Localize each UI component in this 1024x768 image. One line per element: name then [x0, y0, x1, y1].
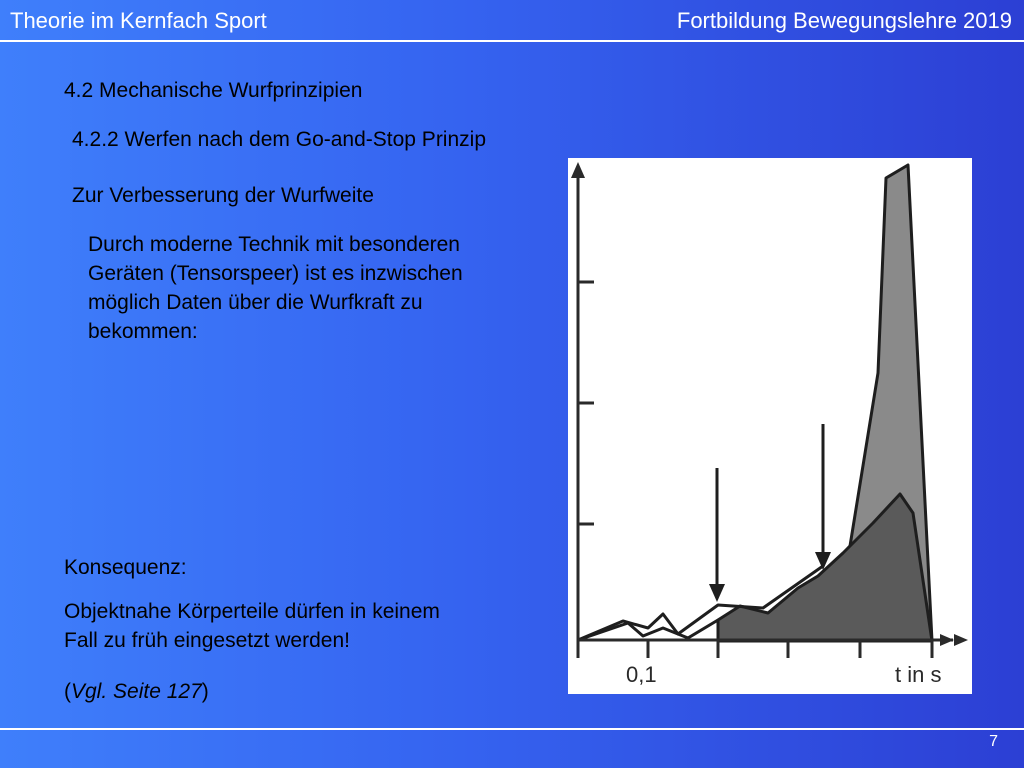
body-line: möglich Daten über die Wurfkraft zu — [88, 291, 423, 314]
early-curve-b — [577, 618, 719, 642]
x-axis-arrow-icon — [940, 634, 954, 646]
down-arrow-icon — [815, 552, 831, 570]
konsequenz-heading: Konsequenz: — [64, 556, 187, 579]
reference-paren-close: ) — [201, 680, 209, 703]
body-paragraph: Durch moderne Technik mit besonderen Ger… — [88, 230, 558, 346]
subsection-title: 4.2.2 Werfen nach dem Go-and-Stop Prinzi… — [72, 128, 487, 151]
body-line: Durch moderne Technik mit besonderen — [88, 233, 460, 256]
body-line: bekommen: — [88, 320, 198, 343]
section-title: 4.2 Mechanische Wurfprinzipien — [64, 79, 363, 102]
konsequenz-text: Objektnahe Körperteile dürfen in keinem … — [64, 597, 534, 655]
y-axis-arrow-icon — [571, 162, 585, 178]
go-and-stop-force-curve — [716, 492, 934, 643]
footer-divider — [0, 728, 1024, 730]
x-tick-label: 0,1 — [626, 662, 657, 687]
reference-paren-open: ( — [64, 680, 71, 703]
header-title-right: Fortbildung Bewegungslehre 2019 — [676, 8, 1012, 33]
header-divider — [0, 40, 1024, 42]
reference-link-text: Vgl. Seite 127 — [71, 680, 202, 703]
force-time-figure: 0,1 t in s — [568, 158, 972, 694]
x-axis-arrow-icon — [954, 634, 968, 646]
page-number: 7 — [989, 733, 998, 750]
konsequenz-line: Objektnahe Körperteile dürfen in keinem — [64, 600, 440, 623]
force-time-diagram: 0,1 t in s — [571, 162, 968, 687]
intro-text: Zur Verbesserung der Wurfweite — [72, 184, 374, 207]
body-line: Geräten (Tensorspeer) ist es inzwischen — [88, 262, 463, 285]
x-axis-label: t in s — [895, 662, 941, 687]
header-bar: Theorie im Kernfach Sport Fortbildung Be… — [0, 0, 1024, 40]
konsequenz-line: Fall zu früh eingesetzt werden! — [64, 629, 350, 652]
down-arrow-icon — [709, 584, 725, 602]
header-title-left: Theorie im Kernfach Sport — [10, 8, 267, 33]
reference-text: (Vgl. Seite 127) — [64, 677, 209, 706]
